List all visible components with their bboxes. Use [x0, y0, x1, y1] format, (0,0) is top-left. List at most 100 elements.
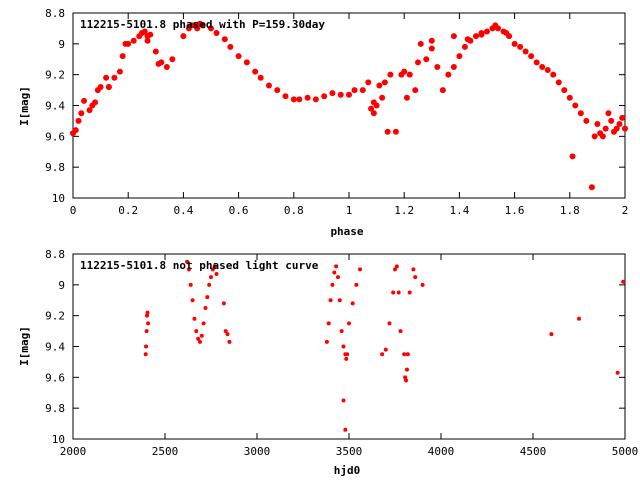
data-point: [420, 282, 425, 287]
data-point: [146, 321, 151, 326]
data-point: [341, 344, 346, 349]
data-point: [199, 333, 204, 338]
data-point: [207, 282, 212, 287]
data-point: [622, 125, 628, 132]
data-point: [321, 93, 328, 100]
data-point: [304, 94, 311, 101]
data-point: [401, 68, 408, 75]
x-tick-label: 3000: [244, 445, 271, 458]
data-point: [210, 267, 215, 272]
data-point: [144, 329, 149, 334]
data-point: [290, 96, 297, 103]
x-tick-group: 0 0.2 0.4 0.6 0.8 1 1.2 1.4 1.6 1.8 2: [70, 13, 628, 217]
data-point: [621, 279, 626, 284]
data-point: [334, 264, 339, 269]
x-tick-label: 3500: [336, 445, 363, 458]
data-point: [180, 33, 187, 40]
data-points: [70, 20, 628, 191]
data-point: [86, 107, 93, 114]
data-point: [591, 133, 598, 140]
data-point: [439, 87, 446, 94]
data-point: [380, 352, 385, 357]
data-point: [191, 22, 198, 29]
data-point: [370, 99, 377, 106]
data-point: [235, 53, 242, 60]
y-tick-label: 9.6: [45, 130, 65, 143]
data-point: [274, 87, 281, 94]
x-tick-label: 5000: [612, 445, 639, 458]
x-tick-label: 1.8: [560, 204, 580, 217]
data-point: [412, 87, 419, 94]
data-point: [330, 282, 335, 287]
data-point: [533, 59, 540, 66]
data-point: [227, 43, 234, 50]
data-point: [549, 332, 554, 337]
data-point: [569, 153, 576, 160]
data-point: [379, 94, 386, 101]
data-point: [456, 53, 463, 60]
data-point: [403, 94, 410, 101]
data-point: [203, 305, 208, 310]
data-point: [282, 93, 289, 100]
data-point: [492, 22, 499, 29]
data-point: [144, 37, 151, 44]
data-point: [221, 301, 226, 306]
data-point: [119, 53, 126, 60]
data-point: [186, 267, 191, 272]
data-point: [252, 68, 259, 75]
data-point: [383, 347, 388, 352]
data-point: [335, 275, 340, 280]
y-tick-label: 9.6: [45, 371, 65, 384]
data-point: [345, 352, 350, 357]
y-tick-label: 9.4: [45, 341, 65, 354]
data-point: [403, 375, 408, 380]
data-point: [392, 128, 399, 135]
data-point: [423, 56, 430, 63]
data-point: [613, 125, 620, 132]
data-point: [522, 48, 529, 55]
data-point: [343, 427, 348, 432]
data-point: [413, 275, 418, 280]
x-tick-group: 2000 2500 3000 3500 4000 4500 5000: [60, 254, 639, 458]
data-point: [326, 321, 331, 326]
data-point: [344, 356, 349, 361]
data-point: [445, 71, 452, 78]
data-point: [324, 339, 329, 344]
data-point: [223, 329, 228, 334]
data-point: [588, 184, 595, 191]
data-point: [394, 264, 399, 269]
data-point: [213, 30, 220, 37]
data-point: [577, 110, 584, 117]
data-point: [387, 71, 394, 78]
data-point: [212, 264, 217, 269]
data-point: [341, 398, 346, 403]
data-point: [417, 40, 424, 47]
data-point: [404, 367, 409, 372]
data-point: [208, 25, 214, 32]
data-point: [347, 321, 351, 326]
data-point: [594, 121, 601, 127]
data-point: [145, 310, 150, 315]
chart-title: 112215-5101.8 not phased light curve: [80, 259, 319, 272]
data-point: [602, 125, 609, 132]
data-point: [190, 298, 195, 303]
data-point: [221, 36, 228, 43]
data-point: [185, 259, 190, 264]
data-point: [619, 114, 626, 121]
data-point: [503, 30, 510, 37]
data-point: [384, 128, 391, 135]
data-point: [381, 79, 388, 86]
data-point: [144, 313, 149, 318]
data-point: [196, 336, 201, 341]
data-point: [434, 63, 441, 70]
data-point: [398, 329, 403, 334]
data-point: [478, 31, 485, 38]
data-point: [329, 90, 336, 97]
y-tick-group: 8.8 9 9.2 9.4 9.6 9.8 10: [45, 248, 625, 446]
x-axis-label: hjd0: [334, 464, 361, 477]
x-tick-label: 2000: [60, 445, 87, 458]
chart-title: 112215-5101.8 phased with P=159.30day: [80, 18, 325, 31]
data-point: [359, 87, 366, 94]
data-point: [405, 352, 410, 357]
